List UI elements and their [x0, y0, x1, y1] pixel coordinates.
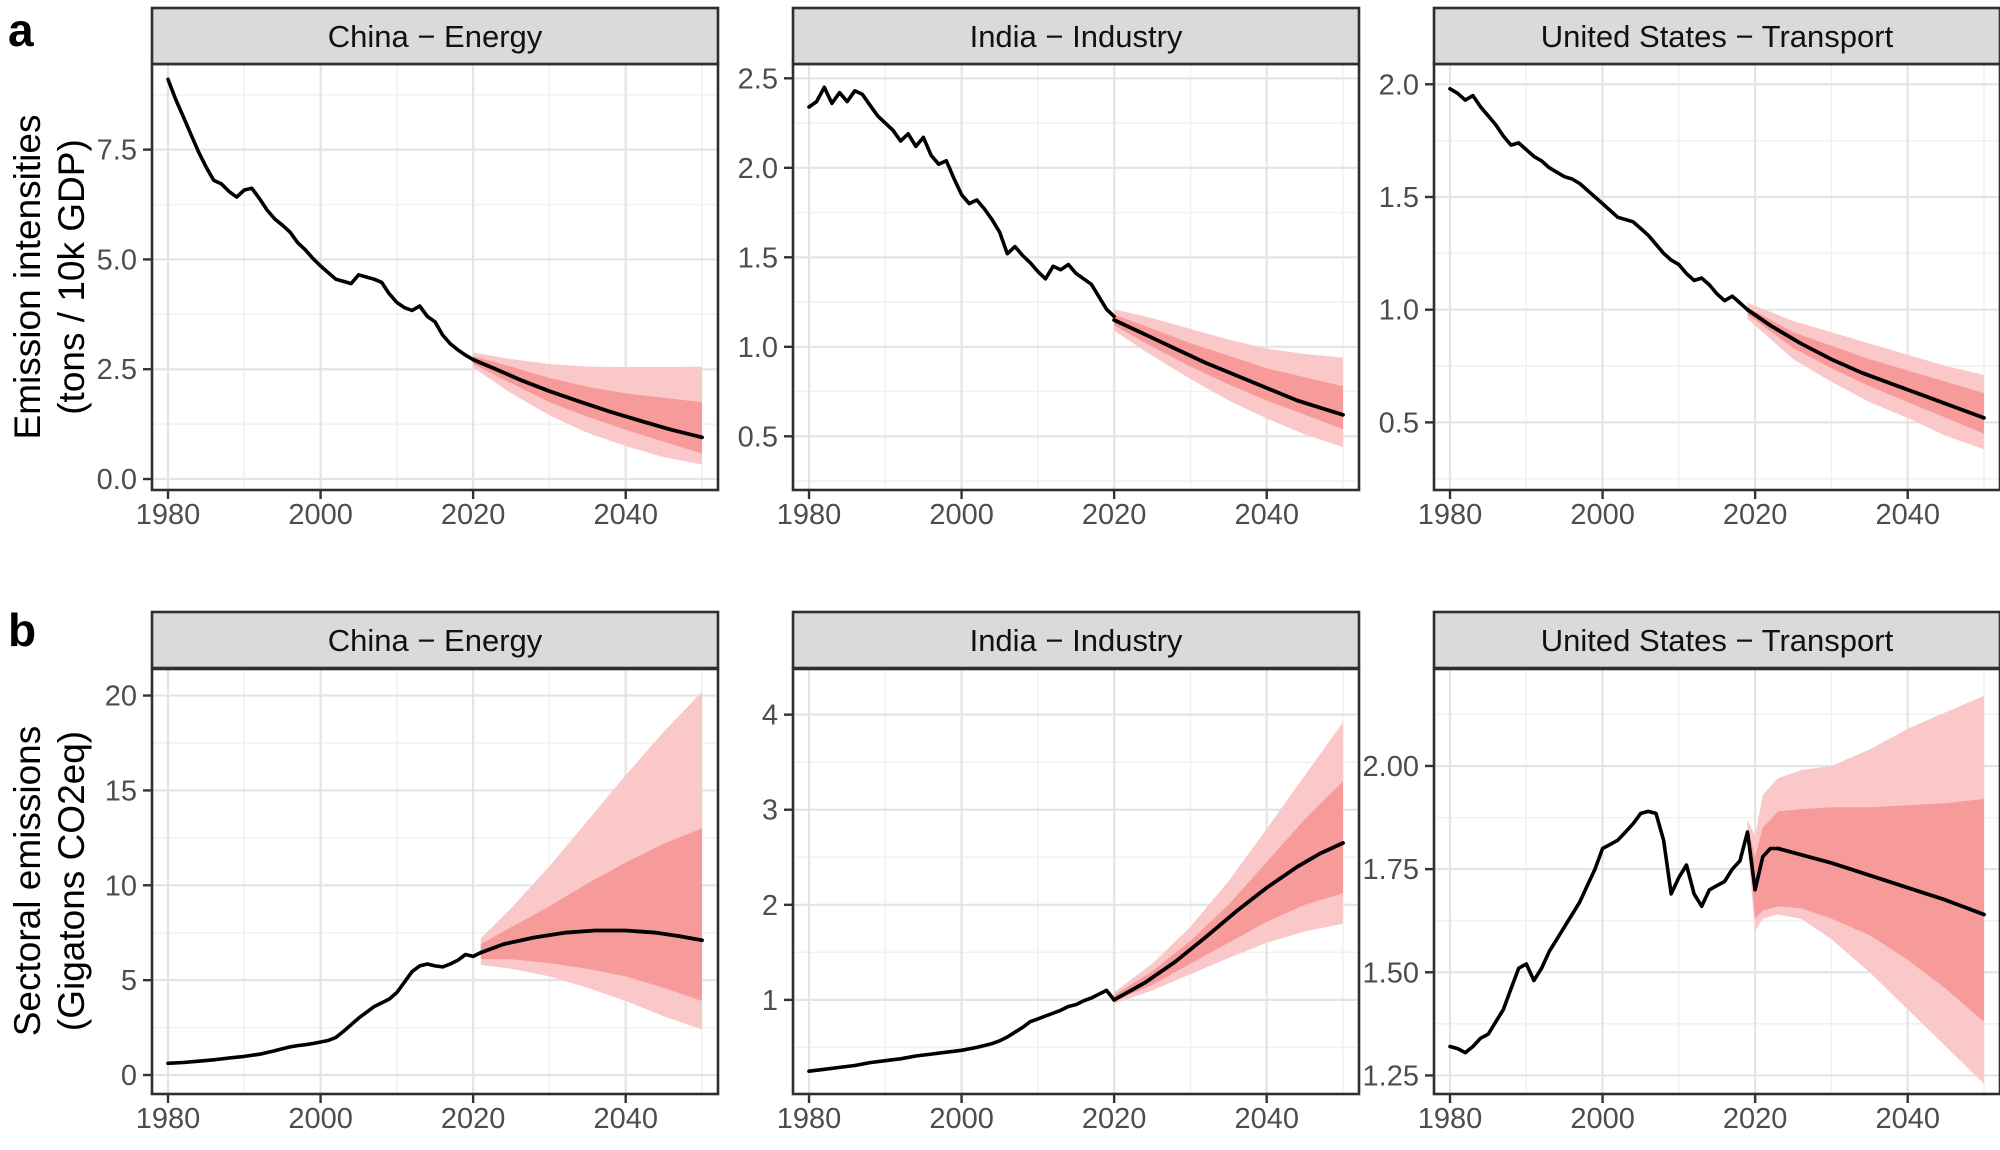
y-tick-label: 2.5: [738, 63, 778, 95]
panel-UnitedStates−Transport-row1: 1980 2000 2020 2040 1.25 1.50 1.75 2.00 United S…: [1363, 610, 2000, 1135]
x-tick-label: 2020: [441, 1103, 506, 1135]
x-tick-label: 1980: [1418, 1103, 1483, 1135]
panel-India−Industry-row1: 1980 2000 2020 2040 1 2 3 4 India − Industry: [762, 610, 1361, 1135]
y-tick-label: 3: [762, 795, 778, 827]
uncertainty-band-inner: [480, 828, 702, 1001]
uncertainty-band-inner: [1114, 781, 1343, 1001]
facet-strip-title: China − Energy: [328, 19, 543, 54]
y-tick-label: 1.50: [1363, 957, 1419, 989]
x-tick-label: 2040: [1875, 499, 1940, 531]
y-tick-label: 0.0: [97, 464, 137, 496]
x-tick-label: 2000: [288, 499, 353, 531]
median-projection-line: [1745, 307, 1986, 420]
y-tick-label: 2: [762, 890, 778, 922]
y-tick-label: 1.5: [1379, 182, 1419, 214]
y-tick-label: 1.0: [1379, 295, 1419, 327]
facet-strip: [791, 610, 1361, 670]
row-b-y-axis-title-line2: (Gigatons CO2eq): [51, 731, 92, 1031]
y-tick-label: 1.25: [1363, 1060, 1419, 1092]
median-projection-line: [1776, 846, 1986, 917]
y-tick-label: 1: [762, 985, 778, 1017]
x-tick-label: 2000: [288, 1103, 353, 1135]
median-projection-line: [1112, 841, 1345, 1002]
y-tick-label: 2.5: [97, 354, 137, 386]
y-tick-label: 0.5: [1379, 407, 1419, 439]
row-a-y-axis-title-line1: Emission intensities: [7, 115, 48, 440]
y-tick-label: 2.00: [1363, 751, 1419, 783]
facet-strip: [1432, 610, 2000, 670]
facet-strip-title: United States − Transport: [1541, 623, 1894, 658]
y-tick-label: 20: [105, 681, 137, 713]
median-projection-line: [478, 928, 704, 955]
x-tick-label: 1980: [1418, 499, 1483, 531]
y-tick-label: 5.0: [97, 244, 137, 276]
facet-strip-title: India − Industry: [970, 19, 1183, 54]
panel-India−Industry-row0: 1980 2000 2020 2040 0.5 1.0 1.5 2.0 2.5 India − I…: [738, 6, 1361, 531]
x-tick-label: 2000: [1570, 1103, 1635, 1135]
x-tick-label: 2040: [1234, 1103, 1299, 1135]
x-tick-label: 2000: [929, 499, 994, 531]
x-tick-label: 1980: [777, 1103, 842, 1135]
panel-China−Energy-row1: 1980 2000 2020 2040 0 5 10 15 20 China − Energy: [105, 610, 720, 1135]
y-tick-label: 5: [121, 965, 137, 997]
history-line: [166, 950, 483, 1066]
facet-strip: [791, 6, 1361, 66]
x-tick-label: 1980: [136, 499, 201, 531]
facet-strip-title: United States − Transport: [1541, 19, 1894, 54]
uncertainty-band-inner: [1747, 307, 1984, 434]
history-line: [807, 85, 1116, 319]
x-tick-label: 2020: [1723, 499, 1788, 531]
x-tick-label: 2020: [1723, 1103, 1788, 1135]
y-tick-label: 2.0: [738, 153, 778, 185]
x-tick-label: 2000: [929, 1103, 994, 1135]
row-a-letter: a: [8, 4, 34, 56]
facet-strip: [150, 6, 720, 66]
y-tick-label: 7.5: [97, 135, 137, 167]
y-tick-label: 0.5: [738, 421, 778, 453]
row-b-y-axis-title-line1: Sectoral emissions: [7, 726, 48, 1037]
facet-strip: [1432, 6, 2000, 66]
y-tick-label: 1.0: [738, 332, 778, 364]
x-tick-label: 2040: [593, 499, 658, 531]
median-projection-line: [471, 357, 704, 440]
median-projection-line: [1112, 318, 1345, 417]
row-a-y-axis-title-line2: (tons / 10k GDP): [51, 139, 92, 415]
y-tick-label: 1.75: [1363, 854, 1419, 886]
x-tick-label: 2020: [441, 499, 506, 531]
x-tick-label: 2040: [593, 1103, 658, 1135]
row-b-letter: b: [8, 604, 36, 656]
history-line: [1448, 87, 1750, 312]
plot-background: [793, 64, 1359, 490]
y-tick-label: 4: [762, 700, 778, 732]
uncertainty-band-outer: [1114, 722, 1343, 1004]
x-tick-label: 2020: [1082, 499, 1147, 531]
y-tick-label: 1.5: [738, 242, 778, 274]
panel-China−Energy-row0: 1980 2000 2020 2040 0.0 2.5 5.0 7.5 China − Ener…: [97, 6, 720, 531]
facet-strip-title: India − Industry: [970, 623, 1183, 658]
y-tick-label: 10: [105, 870, 137, 902]
history-line: [1448, 809, 1780, 1055]
history-line: [166, 77, 475, 362]
facet-strip: [150, 610, 720, 670]
x-tick-label: 2000: [1570, 499, 1635, 531]
x-tick-label: 2040: [1875, 1103, 1940, 1135]
plot-background: [1434, 64, 2000, 490]
history-line: [807, 988, 1116, 1073]
x-tick-label: 1980: [136, 1103, 201, 1135]
y-tick-label: 2.0: [1379, 69, 1419, 101]
y-tick-label: 0: [121, 1060, 137, 1092]
x-tick-label: 1980: [777, 499, 842, 531]
panel-UnitedStates−Transport-row0: 1980 2000 2020 2040 0.5 1.0 1.5 2.0 United State…: [1379, 6, 2000, 531]
x-tick-label: 2040: [1234, 499, 1299, 531]
facet-strip-title: China − Energy: [328, 623, 543, 658]
y-tick-label: 15: [105, 775, 137, 807]
x-tick-label: 2020: [1082, 1103, 1147, 1135]
